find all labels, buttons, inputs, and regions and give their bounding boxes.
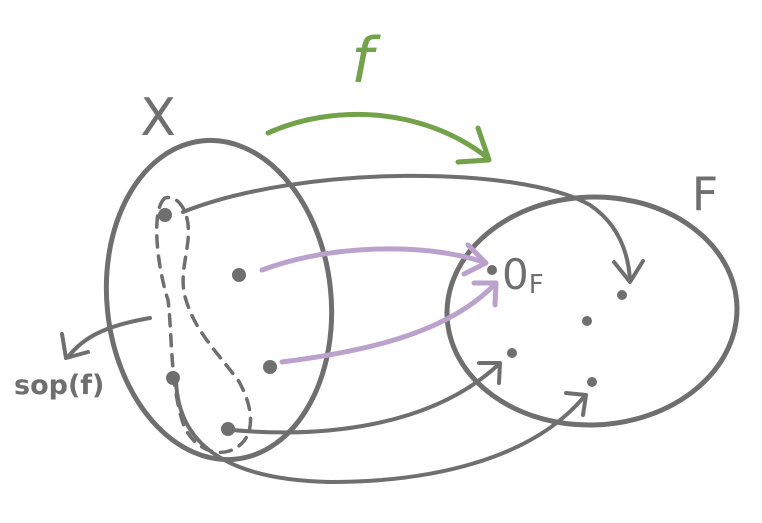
support-label: sop(f) — [14, 370, 104, 401]
mapping-arrowhead-top — [612, 259, 645, 284]
zero-arrow-upper — [259, 246, 487, 273]
x-point-support-top — [158, 208, 172, 222]
zero-arrow-lower — [279, 282, 497, 365]
set-f-label: F — [692, 167, 718, 221]
zero-symbol: 0 — [502, 250, 529, 299]
x-point-lower — [263, 360, 277, 374]
x-point-support-bottom — [221, 422, 235, 436]
support-dashed-boundary — [155, 195, 253, 455]
mapping-arrow-middle-bottom — [230, 363, 500, 435]
set-x-ellipse — [103, 137, 335, 463]
f-point-center — [582, 316, 592, 326]
f-point-left — [507, 348, 517, 358]
f-point-right-top — [617, 290, 627, 300]
mapping-arrowhead-middle-bottom — [477, 361, 502, 385]
x-point-support-mid — [166, 371, 180, 385]
map-f-label: f — [351, 24, 381, 97]
zero-subscript: F — [529, 270, 544, 300]
zero-arrowhead-upper — [461, 242, 489, 277]
zero-arrowhead-lower — [471, 280, 499, 308]
support-pointer-arrowhead — [60, 332, 90, 360]
x-point-upper — [232, 268, 246, 282]
set-f-ellipse — [444, 194, 740, 428]
f-point-bottom — [587, 377, 597, 387]
mapping-arrow-bottom — [174, 378, 585, 485]
map-f-arrowhead — [455, 125, 492, 165]
support-pointer-arrow — [66, 316, 152, 359]
mapping-arrow-top — [181, 173, 632, 282]
f-point-zero — [487, 265, 497, 275]
set-x-label: X — [140, 88, 176, 148]
mapping-arrowhead-bottom — [564, 391, 588, 417]
zero-element-label: 0F — [502, 250, 544, 300]
map-f-arrow — [265, 111, 491, 161]
